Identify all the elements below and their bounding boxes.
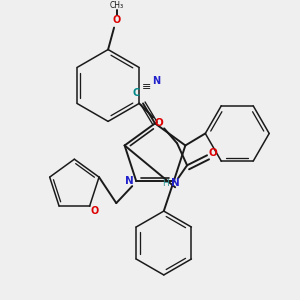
Text: N: N — [125, 176, 134, 186]
Text: O: O — [155, 118, 164, 128]
Text: N: N — [171, 178, 179, 188]
Text: O: O — [113, 15, 121, 25]
Text: O: O — [91, 206, 99, 216]
Text: ≡: ≡ — [142, 82, 152, 92]
Text: C: C — [132, 88, 140, 98]
Text: N: N — [152, 76, 160, 86]
Text: O: O — [209, 148, 218, 158]
Text: H: H — [162, 179, 169, 188]
Text: CH₃: CH₃ — [110, 1, 124, 10]
